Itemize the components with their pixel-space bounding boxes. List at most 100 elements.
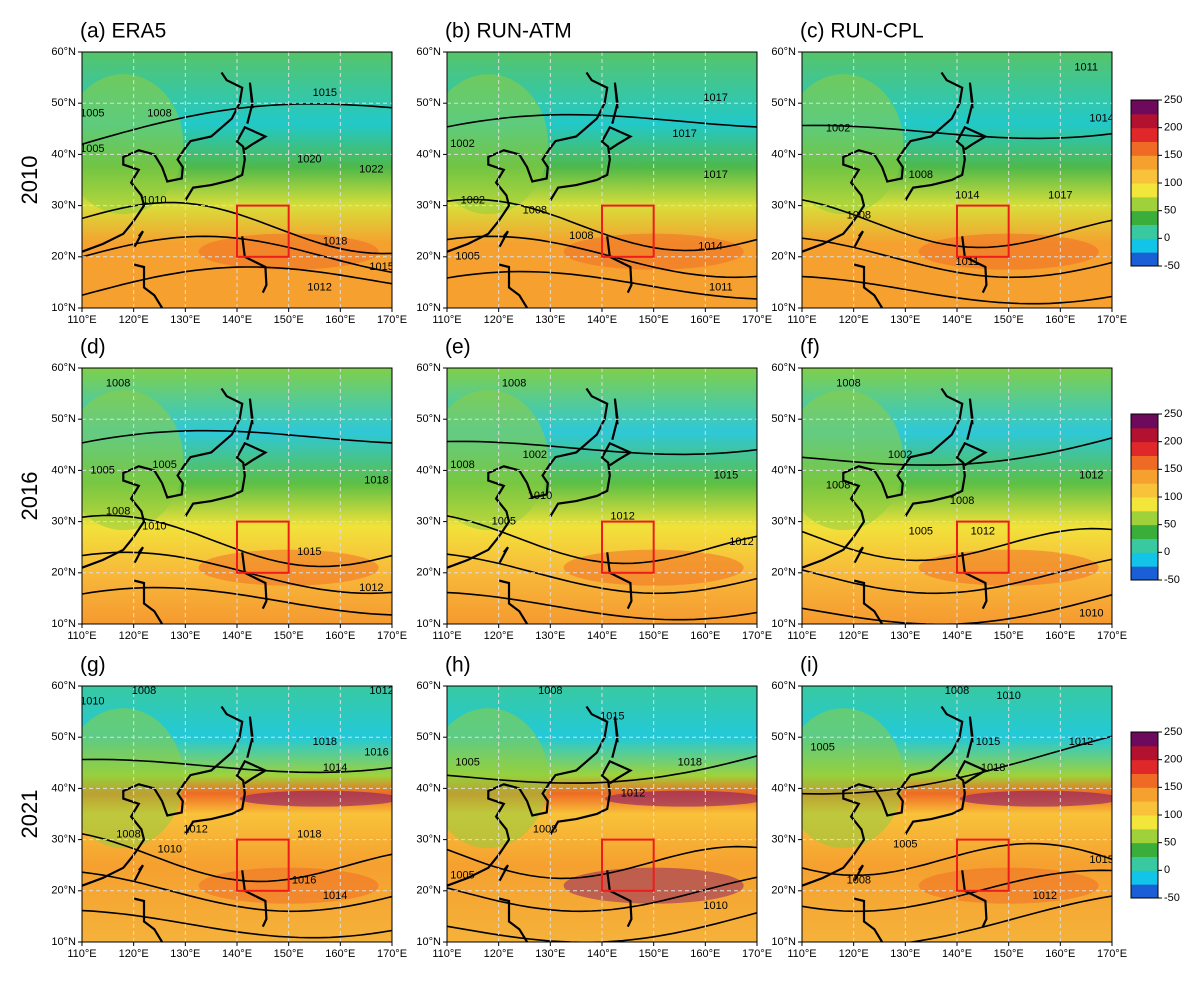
colorbar-segment xyxy=(1131,210,1158,225)
contour-label: 1005 xyxy=(450,869,474,881)
contour-label: 1005 xyxy=(492,516,516,528)
contour-label: 1018 xyxy=(313,736,337,748)
x-tick-label: 120°E xyxy=(839,630,869,642)
contour-label: 1012 xyxy=(971,526,995,538)
colorbar-tick-label: -50 xyxy=(1164,892,1180,904)
contour-label: 1002 xyxy=(461,194,485,206)
colorbar-segment xyxy=(1131,745,1158,761)
colorbar-tick-label: 100 xyxy=(1164,491,1182,503)
contour-label: 1002 xyxy=(523,449,547,461)
y-tick-label: 10°N xyxy=(416,618,441,630)
land-shade xyxy=(447,74,549,215)
land-shade xyxy=(447,708,549,849)
coastline xyxy=(498,864,509,882)
contour-label: 1015 xyxy=(297,546,321,558)
x-tick-label: 140°E xyxy=(222,630,252,642)
target-box xyxy=(601,520,655,574)
y-tick-label: 40°N xyxy=(416,464,441,476)
coastline xyxy=(184,125,268,202)
coastline xyxy=(82,71,244,253)
y-tick-label: 10°N xyxy=(771,302,796,314)
coastline xyxy=(133,579,164,624)
contour-label: 1018 xyxy=(981,762,1005,774)
y-tick-label: 40°N xyxy=(416,148,441,160)
land-shade xyxy=(82,390,184,531)
contour-line xyxy=(82,266,392,296)
coastline xyxy=(447,387,609,569)
colorbar-segment xyxy=(1131,815,1158,830)
colorbar-tick-label: 150 xyxy=(1164,463,1182,475)
map-panel: 1008 1002 1008 1005 1010 1012 1015 1012 110°E 120… xyxy=(416,336,772,642)
coastline xyxy=(549,125,633,202)
x-tick-label: 140°E xyxy=(942,948,972,960)
colorbar-segment xyxy=(1131,732,1158,747)
x-tick-label: 150°E xyxy=(639,314,669,326)
contour-label: 1002 xyxy=(450,138,474,150)
y-tick-label: 40°N xyxy=(51,148,76,160)
contour-label: 1014 xyxy=(323,890,347,902)
colorbar-segment xyxy=(1131,113,1158,129)
colorbar-tick-label: 200 xyxy=(1164,122,1182,134)
panel-frame xyxy=(801,685,1113,943)
x-tick-label: 130°E xyxy=(535,314,565,326)
colorbar-segment xyxy=(1131,483,1158,498)
coastline xyxy=(447,71,609,253)
x-tick-label: 170°E xyxy=(377,948,407,960)
coastline xyxy=(549,441,633,518)
x-tick-label: 130°E xyxy=(170,630,200,642)
coastline xyxy=(802,705,964,887)
contour-label: 1011 xyxy=(956,256,980,268)
panel-frame xyxy=(446,51,758,309)
land-shade xyxy=(447,390,549,531)
x-tick-label: 150°E xyxy=(639,948,669,960)
colorbar-tick-label: 250 xyxy=(1164,94,1182,106)
colorbar-segment xyxy=(1131,427,1158,443)
contour-label: 1012 xyxy=(359,582,383,594)
colorbar-tick-label: 150 xyxy=(1164,781,1182,793)
contour-label: 1011 xyxy=(1074,61,1098,73)
coastline xyxy=(606,552,633,610)
colorbar-tick-label: 250 xyxy=(1164,408,1182,420)
coastline xyxy=(184,759,268,836)
x-tick-label: 120°E xyxy=(484,630,514,642)
map-field: 1005 1008 1005 1010 1015 1020 1022 1018 1015 1012 xyxy=(82,52,392,308)
contour-label: 1010 xyxy=(528,490,552,502)
y-tick-label: 10°N xyxy=(51,618,76,630)
coastline xyxy=(498,579,529,624)
colorbar-segment xyxy=(1131,884,1158,899)
y-tick-label: 50°N xyxy=(51,97,76,109)
y-tick-label: 20°N xyxy=(51,567,76,579)
colorbar-segment xyxy=(1131,155,1158,170)
coastline xyxy=(498,546,509,564)
panel-title: (b) RUN-ATM xyxy=(445,20,572,43)
x-tick-label: 110°E xyxy=(67,948,96,960)
y-tick-label: 50°N xyxy=(771,97,796,109)
coastline xyxy=(853,546,864,564)
colorbar-segment xyxy=(1131,842,1158,857)
contour-label: 1010 xyxy=(996,690,1020,702)
x-tick-label: 150°E xyxy=(994,948,1024,960)
warm-blob xyxy=(604,790,757,807)
panel-frame xyxy=(801,51,1113,309)
contour-label: 1008 xyxy=(909,169,933,181)
panel-title: (d) xyxy=(80,336,106,359)
y-tick-label: 10°N xyxy=(51,936,76,948)
contour-label: 1015 xyxy=(600,711,624,723)
colorbar-tick-label: 0 xyxy=(1164,546,1170,558)
contour-label: 1010 xyxy=(158,844,182,856)
land-shade xyxy=(82,74,184,215)
y-tick-label: 60°N xyxy=(771,46,796,58)
x-tick-label: 150°E xyxy=(994,630,1024,642)
x-tick-label: 130°E xyxy=(170,948,200,960)
map-field: 1008 1002 1008 1005 1010 1012 1015 1012 xyxy=(447,368,757,624)
x-tick-label: 130°E xyxy=(535,630,565,642)
contour-label: 1018 xyxy=(364,475,388,487)
contour-label: 1012 xyxy=(307,281,331,293)
contour-label: 1008 xyxy=(132,685,156,697)
x-tick-label: 110°E xyxy=(432,630,461,642)
colorbar-segment xyxy=(1131,224,1158,239)
coastline xyxy=(853,579,884,624)
map-panel: 1002 1002 1008 1005 1008 1017 1017 1017 1014 1011… xyxy=(416,20,772,326)
